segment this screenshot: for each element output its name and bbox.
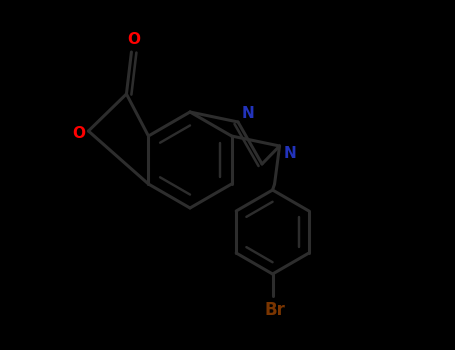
Text: N: N xyxy=(242,106,254,121)
Text: N: N xyxy=(283,147,296,161)
Text: O: O xyxy=(127,33,140,48)
Text: Br: Br xyxy=(264,301,285,319)
Text: O: O xyxy=(72,126,85,141)
